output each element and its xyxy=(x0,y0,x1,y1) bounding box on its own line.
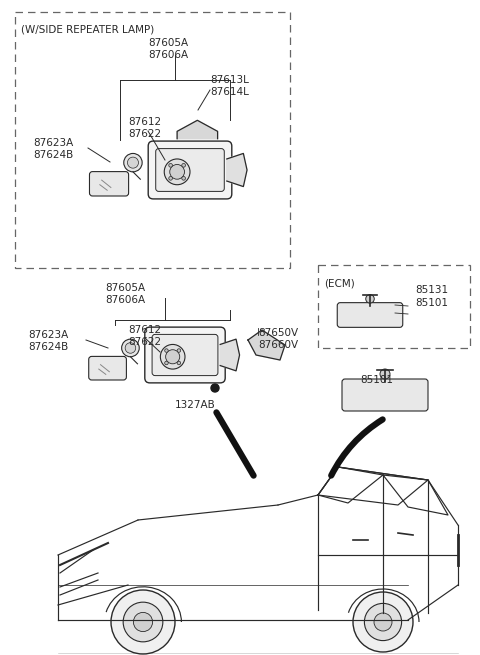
FancyBboxPatch shape xyxy=(156,149,224,191)
Text: 85101: 85101 xyxy=(415,298,448,308)
Circle shape xyxy=(182,176,185,180)
Text: 87614L: 87614L xyxy=(210,87,249,97)
Text: 87605A: 87605A xyxy=(105,283,145,293)
Text: 87612: 87612 xyxy=(128,325,161,335)
Circle shape xyxy=(169,176,172,180)
FancyBboxPatch shape xyxy=(342,379,428,411)
Text: 87606A: 87606A xyxy=(105,295,145,305)
Circle shape xyxy=(364,603,402,641)
Text: 85101: 85101 xyxy=(360,375,393,385)
Circle shape xyxy=(125,343,136,353)
Circle shape xyxy=(111,590,175,654)
Text: 85131: 85131 xyxy=(415,285,448,295)
FancyBboxPatch shape xyxy=(89,172,129,196)
Circle shape xyxy=(177,361,180,365)
Text: 87623A: 87623A xyxy=(33,138,73,148)
Circle shape xyxy=(165,361,168,365)
Text: 87622: 87622 xyxy=(128,337,161,347)
Text: 87605A: 87605A xyxy=(148,38,188,48)
FancyBboxPatch shape xyxy=(89,356,126,380)
Polygon shape xyxy=(177,121,217,139)
FancyBboxPatch shape xyxy=(148,141,232,199)
Circle shape xyxy=(164,159,190,185)
Text: 87613L: 87613L xyxy=(210,75,249,85)
Polygon shape xyxy=(220,339,240,371)
Circle shape xyxy=(127,157,139,168)
Circle shape xyxy=(160,345,185,369)
Circle shape xyxy=(133,612,153,631)
Text: 87622: 87622 xyxy=(128,129,161,139)
Circle shape xyxy=(123,602,163,642)
Bar xyxy=(15,12,290,268)
Circle shape xyxy=(177,348,180,352)
Circle shape xyxy=(165,348,168,352)
Text: (W/SIDE REPEATER LAMP): (W/SIDE REPEATER LAMP) xyxy=(21,25,154,35)
Bar xyxy=(318,265,470,348)
FancyBboxPatch shape xyxy=(152,335,218,375)
Text: 1327AB: 1327AB xyxy=(175,400,216,410)
FancyBboxPatch shape xyxy=(145,327,225,383)
Text: 87612: 87612 xyxy=(128,117,161,127)
Circle shape xyxy=(166,350,180,364)
Circle shape xyxy=(121,339,139,357)
Text: 87660V: 87660V xyxy=(258,340,298,350)
Polygon shape xyxy=(227,153,247,187)
Circle shape xyxy=(380,369,390,379)
Circle shape xyxy=(170,164,184,179)
Circle shape xyxy=(353,592,413,652)
Circle shape xyxy=(182,164,185,167)
FancyBboxPatch shape xyxy=(337,303,403,328)
Circle shape xyxy=(124,153,142,172)
Circle shape xyxy=(366,295,374,303)
Text: 87624B: 87624B xyxy=(28,342,68,352)
Circle shape xyxy=(211,384,219,392)
Circle shape xyxy=(374,613,392,631)
Text: 87624B: 87624B xyxy=(33,150,73,160)
Text: 87623A: 87623A xyxy=(28,330,68,340)
Text: 87606A: 87606A xyxy=(148,50,188,60)
Text: (ECM): (ECM) xyxy=(324,278,355,288)
Circle shape xyxy=(169,164,172,167)
Text: 87650V: 87650V xyxy=(258,328,298,338)
Polygon shape xyxy=(248,330,285,360)
